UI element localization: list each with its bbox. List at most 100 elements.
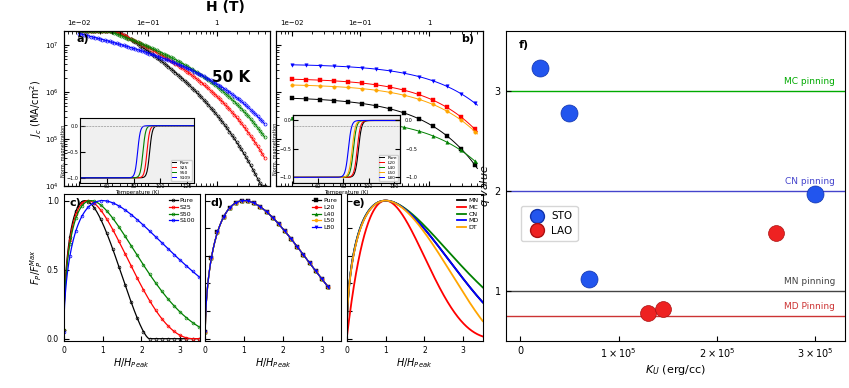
Pure: [227, 204, 237, 208]
L20: [399, 88, 409, 93]
Point: [641, 310, 655, 317]
S25: [158, 318, 168, 322]
L20: [407, 90, 417, 95]
DT: [380, 198, 391, 203]
S100: [201, 75, 211, 80]
S100: [156, 55, 166, 60]
L50: [368, 88, 379, 92]
Pure: [260, 184, 270, 189]
Text: 50 K: 50 K: [212, 70, 250, 85]
Line: S25: S25: [62, 199, 201, 340]
MN: [475, 297, 485, 301]
S100: [157, 241, 167, 246]
S100: [74, 31, 84, 36]
Pure: [250, 201, 260, 206]
DT: [475, 315, 485, 319]
S100: [184, 67, 194, 72]
Line: Pure: Pure: [204, 199, 331, 333]
S100: [194, 72, 204, 76]
Text: MD Pinning: MD Pinning: [784, 302, 835, 312]
Text: a): a): [76, 34, 88, 44]
Pure: [239, 151, 249, 156]
Point: [769, 230, 783, 236]
MN: [478, 300, 488, 305]
S50: [158, 290, 168, 295]
L50: [451, 114, 461, 119]
L80: [324, 286, 335, 291]
DT: [423, 235, 433, 240]
Pure: [156, 59, 166, 64]
X-axis label: $K_U$ (erg/cc): $K_U$ (erg/cc): [644, 363, 706, 377]
Pure: [324, 286, 335, 291]
L50: [399, 93, 409, 98]
Pure: [286, 96, 296, 100]
Pure: [145, 336, 155, 341]
MN: [415, 222, 425, 227]
S50: [194, 71, 204, 76]
MD: [380, 198, 391, 203]
S100: [98, 198, 108, 203]
MC: [407, 228, 417, 233]
MC: [341, 336, 351, 341]
Text: f): f): [519, 40, 529, 50]
Pure: [158, 336, 168, 341]
S50: [157, 289, 167, 294]
MN: [380, 198, 391, 203]
S25: [75, 203, 85, 208]
Line: MN: MN: [346, 201, 483, 332]
Pure: [368, 103, 379, 108]
L50: [324, 286, 335, 291]
S50: [104, 210, 114, 215]
Point: [533, 65, 547, 71]
L20: [239, 198, 249, 203]
Point: [563, 110, 576, 116]
Text: e): e): [352, 198, 365, 208]
CN: [380, 198, 391, 203]
L80: [451, 88, 461, 93]
Pure: [184, 83, 194, 88]
S100: [113, 203, 123, 208]
MD: [475, 297, 485, 301]
L40: [239, 198, 249, 203]
L80: [407, 73, 417, 77]
MD: [415, 222, 425, 227]
S25: [260, 156, 270, 160]
MN: [407, 213, 417, 217]
L40: [318, 279, 329, 284]
Line: S25: S25: [77, 29, 267, 159]
MC: [408, 230, 418, 235]
L20: [397, 87, 408, 92]
L20: [451, 111, 461, 116]
S25: [104, 220, 114, 224]
MC: [423, 262, 433, 267]
CN: [415, 220, 425, 224]
Text: b): b): [462, 34, 475, 44]
MD: [423, 231, 433, 236]
CN: [453, 260, 464, 265]
S50: [74, 29, 84, 33]
MC: [478, 334, 488, 339]
Line: S100: S100: [77, 32, 267, 126]
L20: [200, 329, 211, 334]
Pure: [397, 110, 408, 114]
MN: [341, 329, 351, 334]
L40: [368, 120, 379, 125]
L20: [286, 77, 296, 81]
L80: [318, 279, 329, 284]
L20: [234, 199, 245, 204]
S100: [75, 218, 85, 222]
S50: [86, 198, 96, 203]
S100: [187, 68, 197, 73]
Pure: [407, 113, 417, 118]
S25: [239, 124, 249, 128]
L80: [472, 103, 482, 107]
L20: [472, 130, 482, 134]
Pure: [104, 235, 114, 240]
Y-axis label: $F_P / F_P^{Max}$: $F_P / F_P^{Max}$: [29, 249, 45, 286]
Pure: [472, 166, 482, 171]
L80: [239, 198, 249, 203]
S50: [144, 272, 155, 277]
L80: [368, 67, 379, 71]
Pure: [113, 262, 123, 266]
Pure: [187, 85, 197, 90]
